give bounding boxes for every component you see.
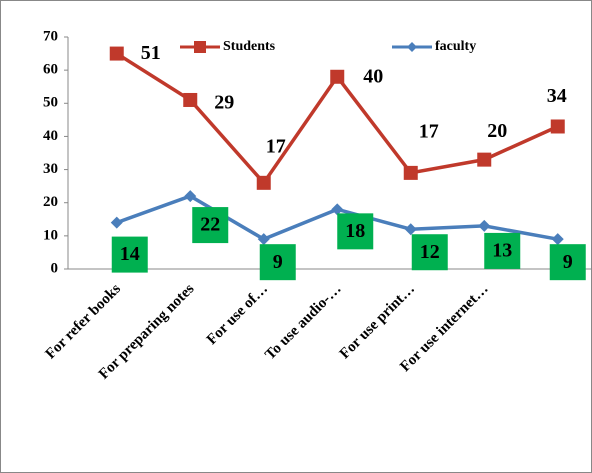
legend-marker [194,41,206,53]
data-label: 40 [363,65,383,87]
y-tick-label: 0 [51,260,59,276]
y-tick-label: 30 [43,161,58,177]
data-label: 29 [214,92,234,114]
data-label-box [192,207,229,244]
data-label: 20 [487,120,507,142]
legend-label: faculty [435,39,476,54]
marker [477,152,492,167]
data-label: 34 [547,85,567,107]
marker [256,175,271,190]
marker [551,233,564,246]
data-label: 9 [273,251,283,273]
data-label-box [337,213,374,250]
data-label-box [484,232,521,269]
marker [403,165,418,180]
data-label-box [111,236,148,273]
data-label: 51 [141,42,161,64]
marker [257,233,270,246]
data-label: 12 [420,241,440,263]
marker [109,46,124,61]
marker [478,219,491,232]
y-tick-label: 10 [43,227,58,243]
data-label-box [259,244,296,281]
data-label: 17 [266,135,286,157]
marker [184,190,197,203]
marker [183,92,198,107]
data-label-box [549,244,586,281]
data-label: 22 [200,214,220,236]
y-tick-label: 40 [43,128,58,144]
marker [110,216,123,229]
data-label: 18 [345,220,365,242]
y-tick-label: 70 [43,28,58,44]
marker [330,69,345,84]
y-tick-label: 50 [43,95,58,111]
marker [404,223,417,236]
data-label: 9 [563,251,573,273]
marker [550,119,565,134]
marker [331,203,344,216]
legend-marker [407,42,417,52]
y-tick-label: 60 [43,62,58,78]
legend-label: Students [223,39,276,54]
y-tick-label: 20 [43,194,58,210]
data-label: 14 [120,243,140,265]
data-label: 17 [419,120,439,142]
data-label: 13 [492,240,512,262]
data-label-box [411,234,448,271]
